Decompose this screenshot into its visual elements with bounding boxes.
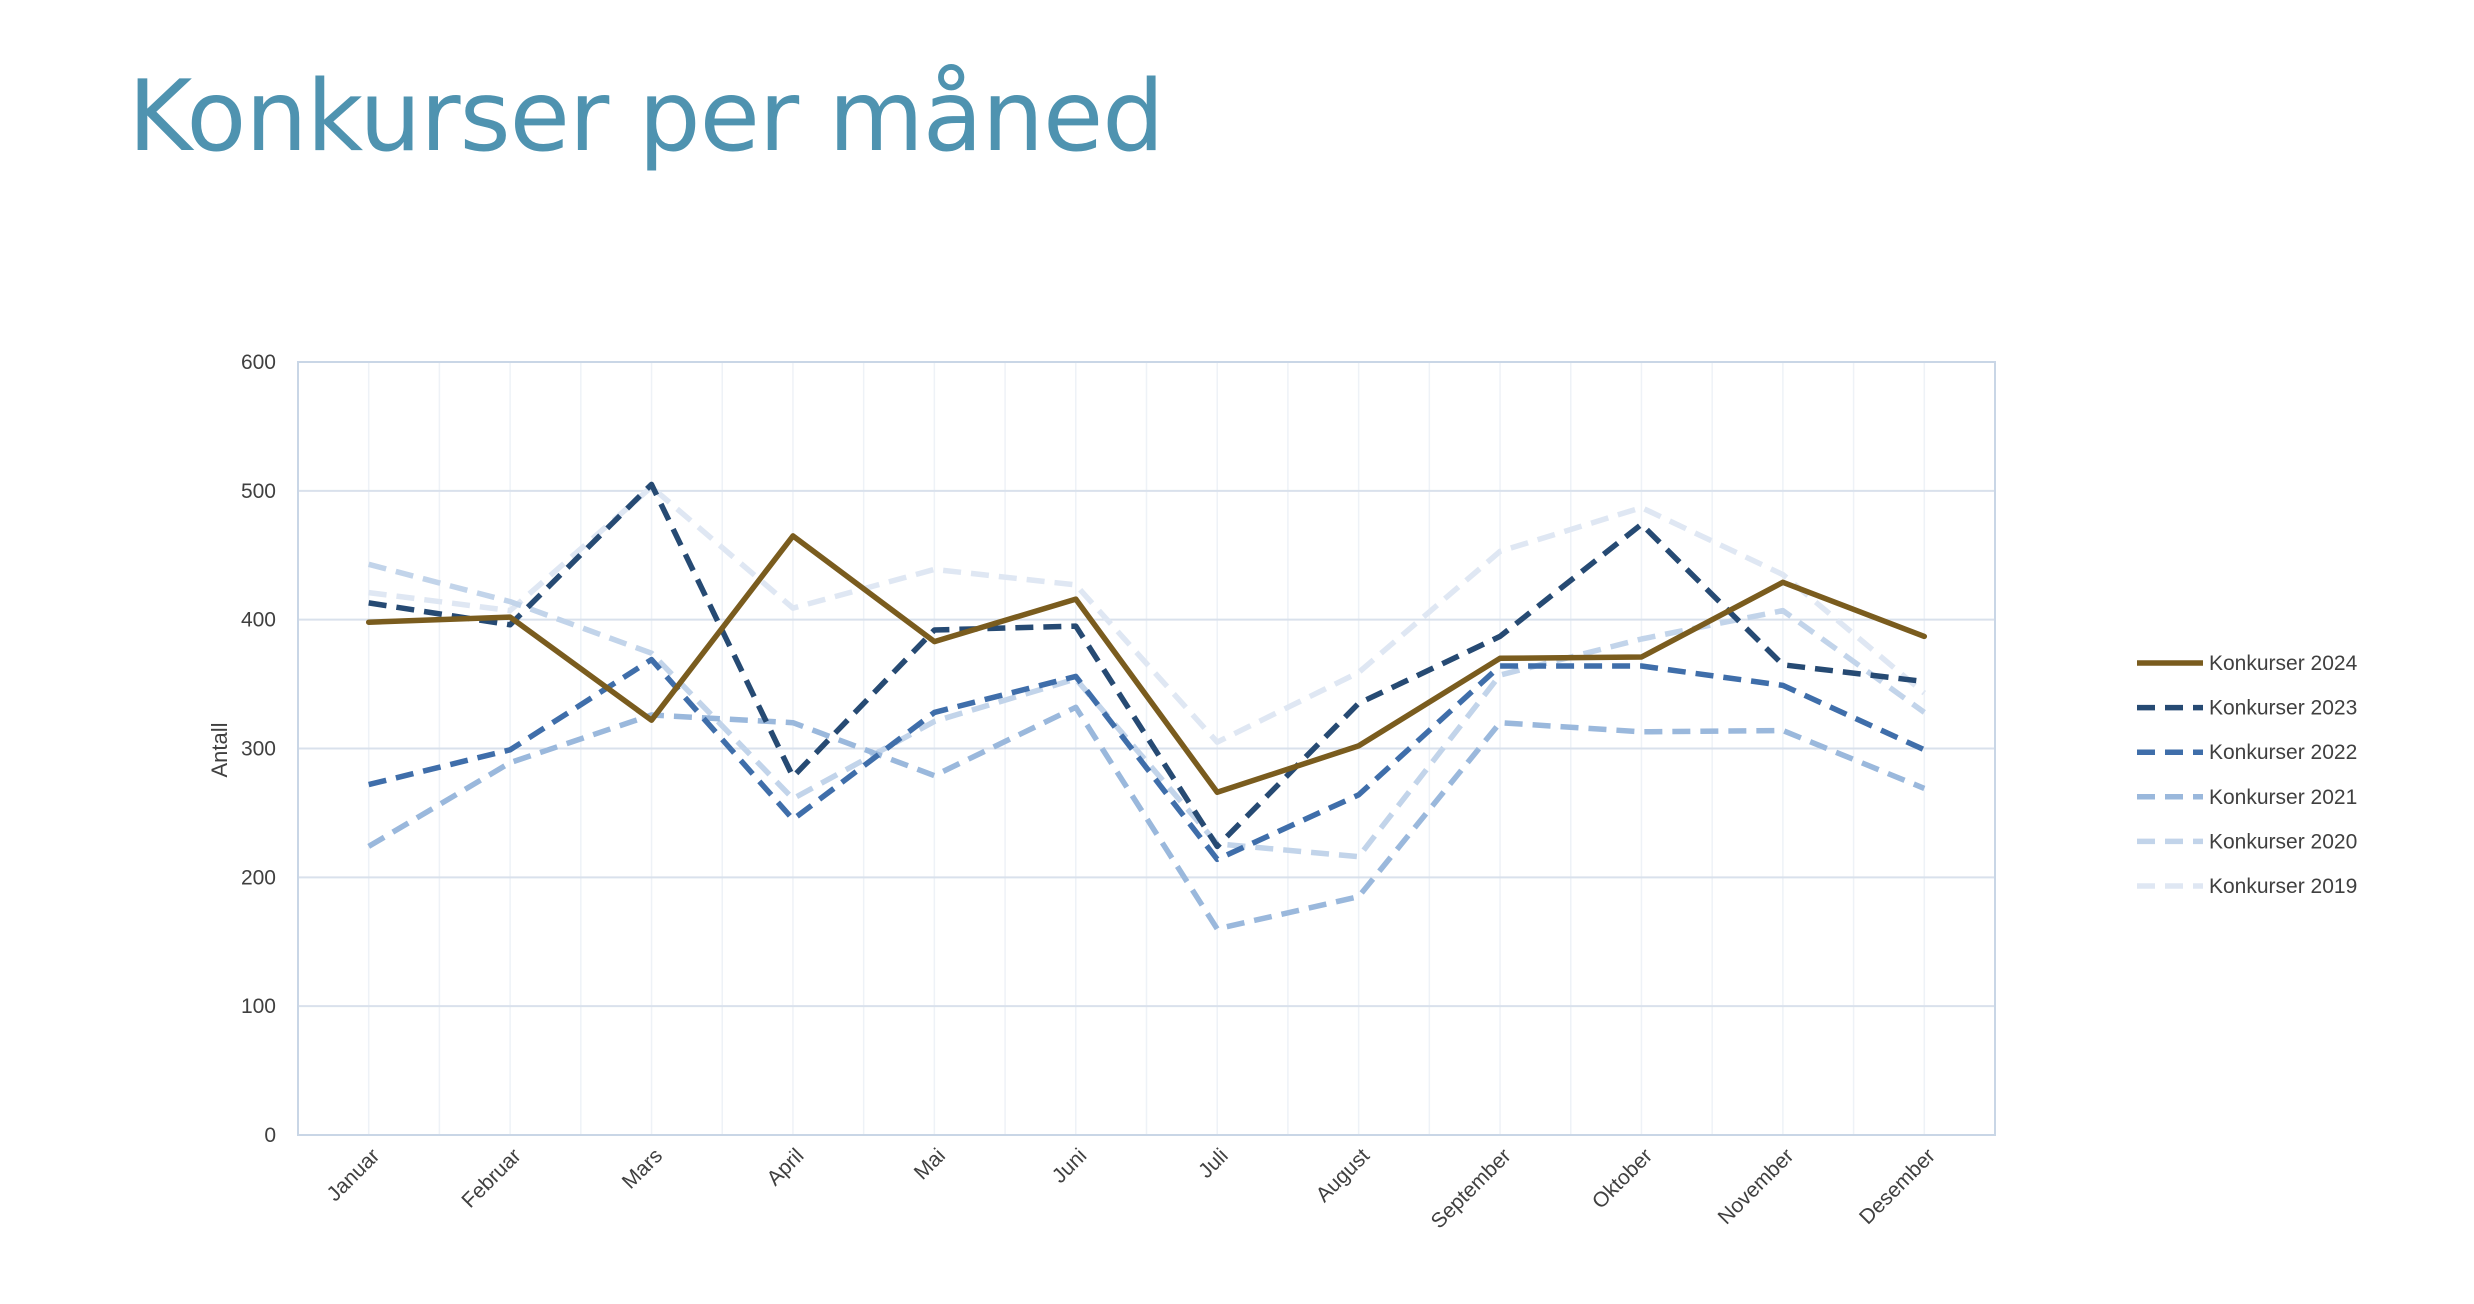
y-axis-ticks: 0 100 200 300 400 500 600 <box>241 351 276 1147</box>
y-tick-label: 100 <box>241 995 276 1018</box>
x-tick-label: November <box>1714 1144 1799 1229</box>
x-tick-label: April <box>763 1144 809 1190</box>
y-axis-title: Antall <box>207 722 232 777</box>
x-tick-label: September <box>1427 1144 1516 1233</box>
x-tick-label: Juni <box>1048 1144 1092 1188</box>
y-tick-label: 600 <box>241 351 276 374</box>
page-title: Konkurser per måned <box>128 60 1164 174</box>
plot-area-border <box>297 361 1996 1136</box>
y-tick-label: 0 <box>264 1124 276 1147</box>
x-tick-label: Mai <box>910 1144 950 1184</box>
series-line-4 <box>367 704 1926 932</box>
x-tick-label: Oktober <box>1588 1144 1657 1213</box>
x-tick-label: Juli <box>1194 1144 1233 1183</box>
y-tick-label: 200 <box>241 866 276 889</box>
legend-label: Konkurser 2020 <box>2209 830 2357 853</box>
legend-label: Konkurser 2023 <box>2209 697 2357 720</box>
x-tick-label: August <box>1312 1144 1375 1207</box>
x-tick-label: Januar <box>323 1144 385 1206</box>
x-axis-ticks: Januar Februar Mars April Mai Juni Juli August S… <box>323 1144 1940 1233</box>
x-tick-label: Februar <box>457 1144 525 1212</box>
y-tick-label: 300 <box>241 738 276 761</box>
series-line-2 <box>368 481 1925 850</box>
x-tick-label: Mars <box>618 1144 667 1193</box>
series-line-1 <box>365 533 1928 796</box>
legend-label: Konkurser 2019 <box>2209 875 2357 898</box>
x-tick-label: Desember <box>1855 1144 1940 1229</box>
legend-label: Konkurser 2024 <box>2209 652 2358 675</box>
chart-series <box>365 481 1928 932</box>
series-line-6 <box>368 484 1927 745</box>
legend-label: Konkurser 2022 <box>2209 741 2357 764</box>
series-line-3 <box>368 656 1926 863</box>
chart-legend: Konkurser 2024 Konkurser 2023 Konkurser 20… <box>2137 652 2358 898</box>
y-tick-label: 400 <box>241 609 276 632</box>
legend-label: Konkurser 2021 <box>2209 786 2357 809</box>
y-tick-label: 500 <box>241 480 276 503</box>
